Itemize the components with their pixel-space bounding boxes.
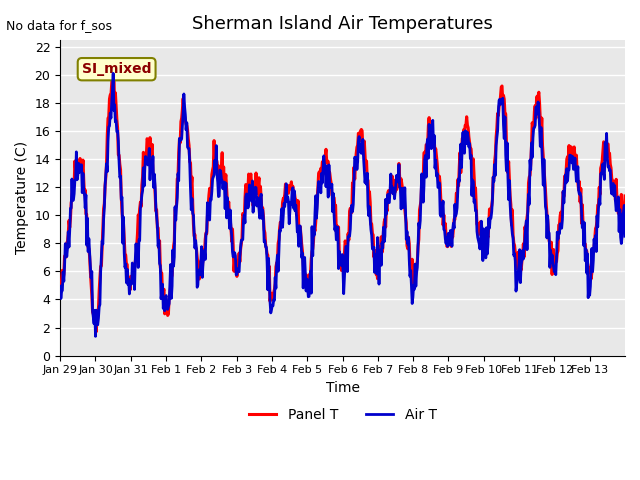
Panel T	[228, 239, 236, 244]
Air T	[434, 185, 442, 191]
Text: SI_mixed: SI_mixed	[82, 62, 152, 76]
Air T	[403, 237, 410, 242]
Panel T	[109, 69, 116, 75]
Air T	[256, 216, 264, 221]
Title: Sherman Island Air Temperatures: Sherman Island Air Temperatures	[192, 15, 493, 33]
Panel T	[403, 220, 410, 226]
Panel T	[434, 172, 442, 178]
Air T	[277, 214, 285, 220]
Legend: Panel T, Air T: Panel T, Air T	[243, 402, 442, 428]
Y-axis label: Temperature (C): Temperature (C)	[15, 141, 29, 254]
Panel T	[256, 198, 264, 204]
Panel T	[92, 329, 100, 335]
Air T	[621, 233, 629, 239]
Air T	[228, 233, 236, 239]
Text: No data for f_sos: No data for f_sos	[6, 19, 113, 32]
Panel T	[124, 277, 132, 283]
Air T	[92, 334, 99, 339]
Air T	[124, 282, 132, 288]
Panel T	[56, 279, 64, 285]
Air T	[109, 71, 117, 76]
Panel T	[277, 223, 285, 228]
Line: Panel T: Panel T	[60, 72, 625, 332]
Air T	[56, 283, 64, 289]
Line: Air T: Air T	[60, 73, 625, 336]
X-axis label: Time: Time	[326, 381, 360, 395]
Panel T	[621, 193, 629, 199]
